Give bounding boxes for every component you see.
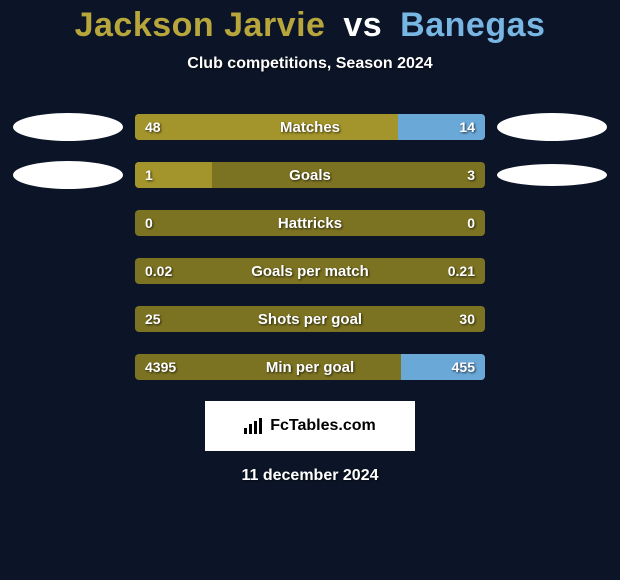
stat-bar: 0 0Hattricks xyxy=(135,210,485,236)
stat-value-right: 3 xyxy=(467,162,475,188)
team-badge-left xyxy=(13,161,123,189)
badge-spacer xyxy=(497,353,607,381)
stat-bar: 0.02 0.21Goals per match xyxy=(135,258,485,284)
badge-spacer xyxy=(13,353,123,381)
stat-row: 25 30Shots per goal xyxy=(0,305,620,333)
chart-icon xyxy=(244,418,264,434)
stat-value-left: 0.02 xyxy=(145,258,172,284)
stat-bar: 48 14Matches xyxy=(135,114,485,140)
stat-value-right: 455 xyxy=(452,354,475,380)
stat-row: 0.02 0.21Goals per match xyxy=(0,257,620,285)
comparison-title: Jackson Jarvie vs Banegas xyxy=(0,0,620,45)
badge-spacer xyxy=(13,257,123,285)
stat-bar: 1 3Goals xyxy=(135,162,485,188)
stat-label: Goals per match xyxy=(135,258,485,284)
stat-value-right: 30 xyxy=(459,306,475,332)
stat-label: Hattricks xyxy=(135,210,485,236)
badge-spacer xyxy=(497,209,607,237)
comparison-chart: 48 14Matches 1 3Goals 0 0Hattricks 0.02 0.21Goa… xyxy=(0,113,620,381)
stat-bar: 25 30Shots per goal xyxy=(135,306,485,332)
brand-text: FcTables.com xyxy=(270,417,376,435)
subtitle: Club competitions, Season 2024 xyxy=(0,55,620,73)
brand-box[interactable]: FcTables.com xyxy=(205,401,415,451)
stat-value-left: 1 xyxy=(145,162,153,188)
team-badge-right xyxy=(497,164,607,186)
player1-name: Jackson Jarvie xyxy=(75,6,326,44)
stat-row: 4395 455Min per goal xyxy=(0,353,620,381)
team-badge-left xyxy=(13,113,123,141)
stat-value-left: 25 xyxy=(145,306,161,332)
stat-value-right: 0.21 xyxy=(448,258,475,284)
stat-label: Matches xyxy=(135,114,485,140)
team-badge-right xyxy=(497,113,607,141)
badge-spacer xyxy=(13,305,123,333)
stat-row: 1 3Goals xyxy=(0,161,620,189)
stat-bar: 4395 455Min per goal xyxy=(135,354,485,380)
player2-name: Banegas xyxy=(400,6,545,44)
stat-row: 0 0Hattricks xyxy=(0,209,620,237)
badge-spacer xyxy=(497,257,607,285)
stat-label: Min per goal xyxy=(135,354,485,380)
stat-value-left: 48 xyxy=(145,114,161,140)
stat-value-left: 4395 xyxy=(145,354,176,380)
stat-value-right: 14 xyxy=(459,114,475,140)
stat-value-left: 0 xyxy=(145,210,153,236)
date-label: 11 december 2024 xyxy=(0,467,620,485)
badge-spacer xyxy=(13,209,123,237)
stat-label: Goals xyxy=(135,162,485,188)
stat-label: Shots per goal xyxy=(135,306,485,332)
stat-row: 48 14Matches xyxy=(0,113,620,141)
stat-value-right: 0 xyxy=(467,210,475,236)
vs-label: vs xyxy=(343,6,382,44)
badge-spacer xyxy=(497,305,607,333)
